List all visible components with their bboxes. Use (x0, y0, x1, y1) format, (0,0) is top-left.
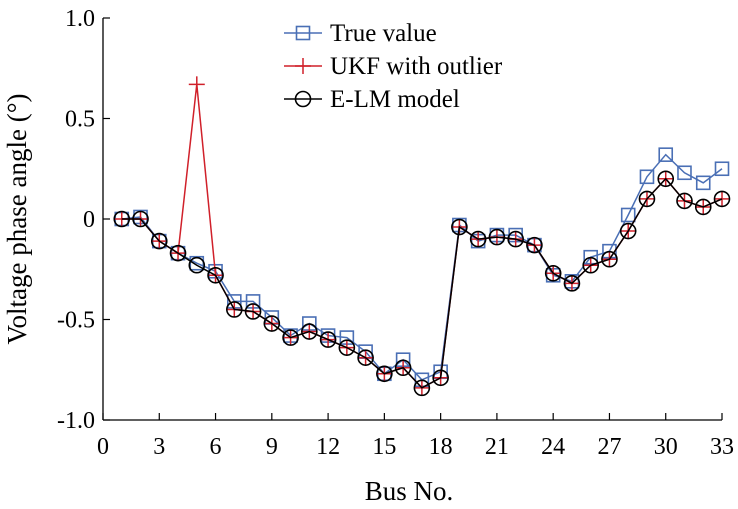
x-tick-label: 18 (429, 434, 453, 460)
x-tick-label: 15 (372, 434, 396, 460)
legend-label: UKF with outlier (330, 53, 503, 80)
data-point (469, 230, 487, 248)
legend-marker (295, 25, 311, 41)
data-point (113, 210, 131, 228)
data-point (244, 303, 262, 320)
data-point (619, 222, 637, 240)
x-tick-label: 24 (541, 434, 565, 460)
legend-item: UKF with outlier (284, 53, 503, 80)
data-point (620, 207, 636, 223)
data-point (376, 365, 393, 383)
legend-label: True value (330, 20, 437, 47)
data-point (601, 250, 618, 268)
data-point (677, 165, 692, 181)
y-tick-label: 1.0 (65, 6, 95, 32)
y-axis-label: Voltage phase angle (°) (2, 94, 32, 345)
data-point (563, 275, 581, 292)
series-line (121, 177, 723, 389)
data-point (413, 379, 431, 397)
y-tick-label: 0.5 (65, 107, 95, 133)
data-point (132, 210, 149, 228)
x-tick-label: 12 (316, 434, 340, 460)
data-point (282, 329, 299, 346)
data-point (301, 323, 318, 340)
legend-marker (294, 90, 312, 108)
data-point (451, 218, 468, 236)
data-point (713, 190, 731, 208)
data-point (226, 301, 243, 318)
data-point (188, 76, 205, 93)
x-tick-label: 9 (266, 434, 278, 460)
data-point (658, 147, 674, 162)
data-point (319, 331, 337, 348)
data-point (263, 315, 281, 332)
data-point (657, 170, 675, 188)
legend-label: E-LM model (330, 86, 460, 113)
x-tick-label: 30 (654, 434, 678, 460)
x-tick-label: 6 (210, 434, 222, 460)
x-tick-label: 3 (153, 434, 165, 460)
data-point (432, 369, 449, 387)
data-point (207, 266, 224, 284)
y-tick-label: -0.5 (57, 308, 95, 334)
data-point (394, 359, 412, 377)
series-line (121, 84, 723, 389)
legend: True value UKF with outlier E-LM model (284, 20, 503, 113)
x-tick-label: 21 (485, 434, 509, 460)
y-ticks: 1.0 0.5 0 -0.5 -1.0 (57, 6, 110, 434)
data-point (639, 169, 655, 185)
legend-item: E-LM model (284, 86, 460, 113)
data-point (507, 230, 524, 248)
x-tick-label: 33 (710, 434, 734, 460)
data-point (188, 256, 206, 274)
data-point (695, 175, 711, 191)
data-point (357, 349, 374, 366)
x-axis-label: Bus No. (365, 476, 454, 506)
x-tick-label: 0 (97, 434, 109, 460)
data-point (544, 264, 562, 282)
y-tick-label: 0 (83, 207, 95, 233)
series-circle (113, 170, 731, 397)
legend-marker (295, 58, 311, 74)
data-point (526, 236, 543, 254)
data-point (694, 198, 712, 216)
data-point (714, 161, 730, 177)
data-point (676, 192, 693, 210)
series-layer (113, 76, 731, 397)
legend-item: True value (284, 20, 437, 47)
data-point (582, 256, 599, 274)
data-point (150, 232, 168, 250)
x-tick-label: 27 (597, 434, 621, 460)
series-plus (113, 76, 730, 396)
series-line (121, 153, 723, 381)
y-tick-label: -1.0 (57, 408, 95, 434)
data-point (638, 190, 656, 208)
data-point (488, 228, 506, 246)
data-point (338, 339, 356, 356)
x-ticks: 0 3 6 9 12 15 18 21 24 27 30 33 (97, 413, 734, 460)
data-point (169, 244, 187, 262)
